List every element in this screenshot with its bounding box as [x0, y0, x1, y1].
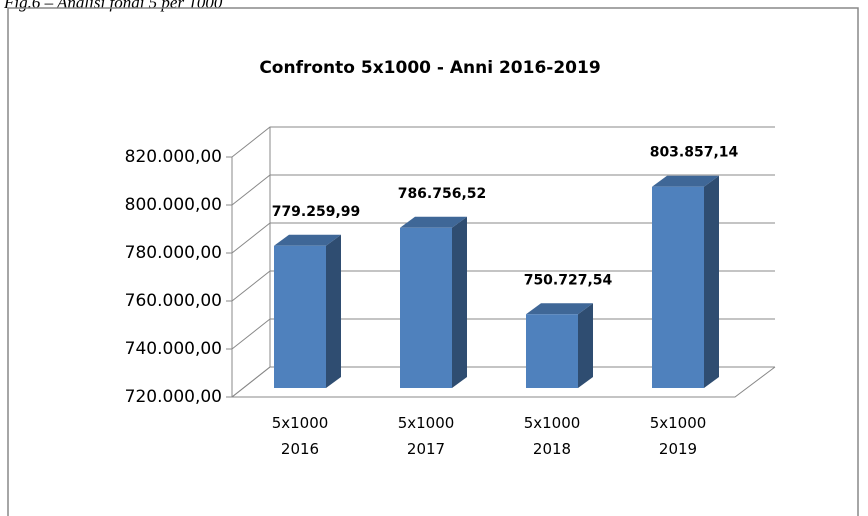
- bar-side: [704, 175, 719, 388]
- grid-line: [231, 174, 775, 206]
- y-tick-label: 800.000,00: [125, 195, 222, 215]
- grid-line: [231, 318, 775, 350]
- data-label: 786.756,52: [398, 186, 487, 202]
- bar-side: [578, 303, 593, 388]
- bar: [526, 314, 578, 388]
- bar-top: [274, 234, 341, 246]
- grid-line: [231, 222, 775, 254]
- bar-top: [652, 175, 719, 187]
- bar: [652, 186, 704, 388]
- x-tick-label: 5x1000 2018: [523, 414, 581, 458]
- y-tick-label: 720.000,00: [125, 387, 222, 407]
- chart-title: Confronto 5x1000 - Anni 2016-2019: [259, 58, 600, 78]
- grid-line: [231, 270, 775, 302]
- bar: [274, 245, 326, 388]
- data-label: 779.259,99: [272, 204, 361, 220]
- bar-top: [400, 216, 467, 228]
- data-label: 803.857,14: [650, 145, 739, 161]
- y-tick-label: 820.000,00: [125, 147, 222, 167]
- x-tick-label: 5x1000 2016: [271, 414, 329, 458]
- x-tick-label: 5x1000 2017: [397, 414, 455, 458]
- grid-line: [231, 126, 775, 158]
- bar-side: [326, 234, 341, 388]
- data-label: 750.727,54: [524, 272, 613, 288]
- bar-side: [452, 216, 467, 388]
- bar: [400, 227, 452, 388]
- y-tick-label: 760.000,00: [125, 291, 222, 311]
- y-tick-label: 740.000,00: [125, 339, 222, 359]
- bar-top: [526, 303, 593, 315]
- y-tick-label: 780.000,00: [125, 243, 222, 263]
- x-tick-label: 5x1000 2019: [649, 414, 707, 458]
- chart-frame: [7, 7, 859, 516]
- caption: Fig.6 – Analisi fondi 5 per 1000: [3, 0, 223, 12]
- grid-line: [231, 366, 775, 398]
